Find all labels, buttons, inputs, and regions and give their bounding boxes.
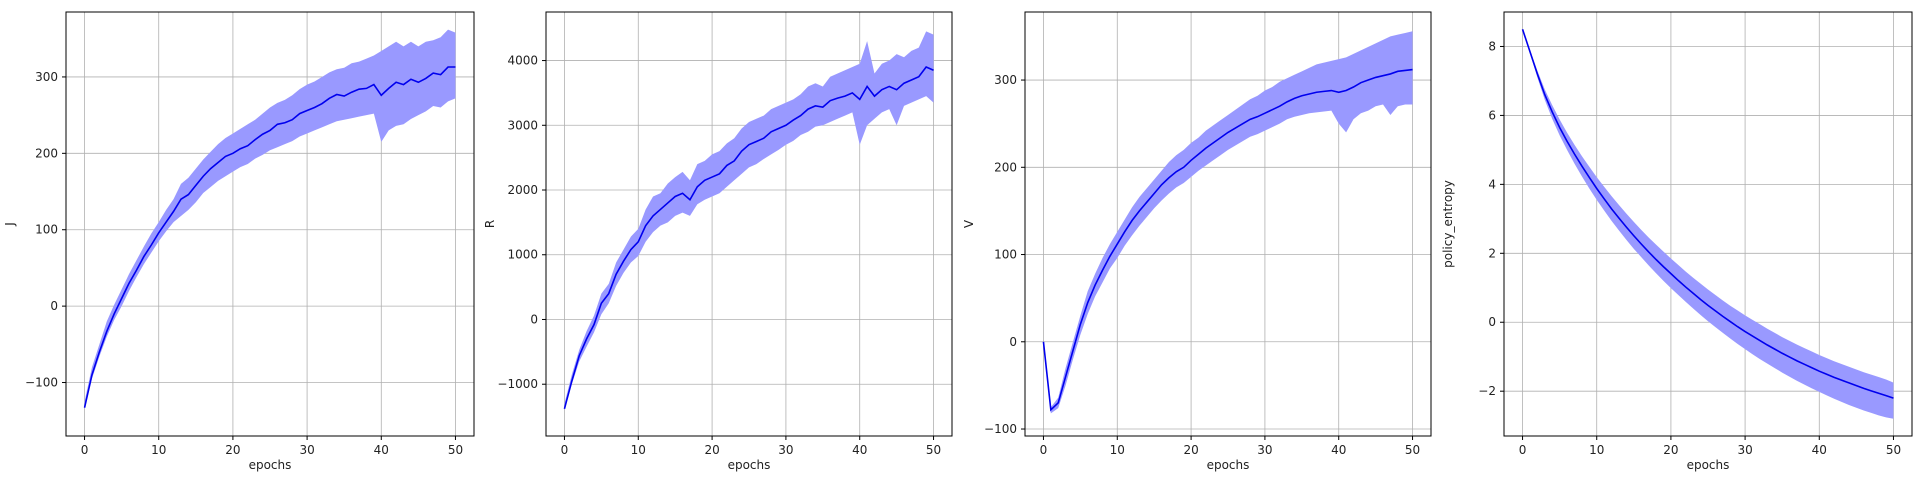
plot-frame (545, 11, 953, 437)
std-band (564, 31, 934, 411)
x-tick-label: 0 (561, 443, 569, 457)
x-tick-label: 0 (1040, 443, 1048, 457)
mean-line (1521, 28, 1894, 399)
y-tick-label: 8 (1488, 39, 1496, 53)
x-tick-label: 20 (1663, 443, 1678, 457)
y-tick-label: 0 (50, 299, 58, 313)
plot-frame (1503, 11, 1913, 437)
y-axis-label: policy_entropy (1441, 180, 1455, 268)
x-axis-label: epochs (1687, 458, 1730, 472)
x-tick-label: 40 (852, 443, 867, 457)
chart-policy-entropy: 0 10 20 30 40 50 −2 0 2 4 6 8 epochs policy_entropy (1441, 11, 1913, 472)
x-tick-label: 50 (1405, 443, 1420, 457)
mean-line (1042, 68, 1413, 412)
plot-frame (65, 11, 475, 437)
x-tick-label: 50 (1886, 443, 1901, 457)
chart-V: 0 10 20 30 40 50 −100 0 100 200 300 epochs V (962, 11, 1432, 472)
y-tick-label: 100 (994, 248, 1017, 262)
x-tick-label: 10 (1589, 443, 1604, 457)
x-axis-label: epochs (1207, 458, 1250, 472)
x-tick-label: 10 (151, 443, 166, 457)
y-axis-label: R (483, 220, 497, 228)
y-tick-label: 0 (1488, 315, 1496, 329)
plot-frame (1024, 11, 1432, 437)
y-axis-label: V (962, 219, 976, 228)
std-band (84, 29, 456, 410)
x-tick-label: 40 (1812, 443, 1827, 457)
x-tick-label: 10 (1110, 443, 1125, 457)
y-tick-label: 300 (994, 73, 1017, 87)
y-axis-label: J (3, 222, 17, 227)
std-band (1043, 31, 1413, 414)
std-band (1522, 29, 1894, 419)
y-tick-label: 300 (35, 70, 58, 84)
y-tick-label: 4 (1488, 177, 1496, 191)
x-tick-label: 40 (374, 443, 389, 457)
x-tick-label: 30 (1257, 443, 1272, 457)
y-tick-label: 200 (994, 160, 1017, 174)
y-tick-label: 0 (1009, 335, 1017, 349)
x-tick-label: 20 (704, 443, 719, 457)
y-tick-label: 100 (35, 223, 58, 237)
y-tick-label: 2000 (507, 183, 538, 197)
y-tick-label: 200 (35, 146, 58, 160)
mean-line (83, 66, 456, 408)
x-axis-label: epochs (728, 458, 771, 472)
chart-J: 0 10 20 30 40 50 −100 0 100 200 300 epochs J (3, 11, 475, 472)
y-tick-label: 2 (1488, 246, 1496, 260)
x-tick-label: 0 (1519, 443, 1527, 457)
y-tick-label: −1000 (497, 377, 538, 391)
x-tick-label: 30 (778, 443, 793, 457)
x-axis-label: epochs (249, 458, 292, 472)
chart-R: 0 10 20 30 40 50 −1000 0 1000 2000 3000 4000 epochs R (483, 11, 953, 472)
x-tick-label: 20 (1183, 443, 1198, 457)
y-tick-label: 4000 (507, 54, 538, 68)
x-tick-label: 20 (225, 443, 240, 457)
y-tick-label: 3000 (507, 118, 538, 132)
x-tick-label: 0 (81, 443, 89, 457)
y-tick-label: 6 (1488, 108, 1496, 122)
y-tick-label: −100 (984, 422, 1017, 436)
y-tick-label: 1000 (507, 248, 538, 262)
mean-line (563, 66, 934, 410)
x-tick-label: 10 (631, 443, 646, 457)
x-tick-label: 50 (448, 443, 463, 457)
y-tick-label: −100 (25, 376, 58, 390)
x-tick-label: 30 (299, 443, 314, 457)
y-tick-label: 0 (530, 312, 538, 326)
x-tick-label: 40 (1331, 443, 1346, 457)
y-tick-label: −2 (1478, 384, 1496, 398)
x-tick-label: 50 (926, 443, 941, 457)
x-tick-label: 30 (1737, 443, 1752, 457)
